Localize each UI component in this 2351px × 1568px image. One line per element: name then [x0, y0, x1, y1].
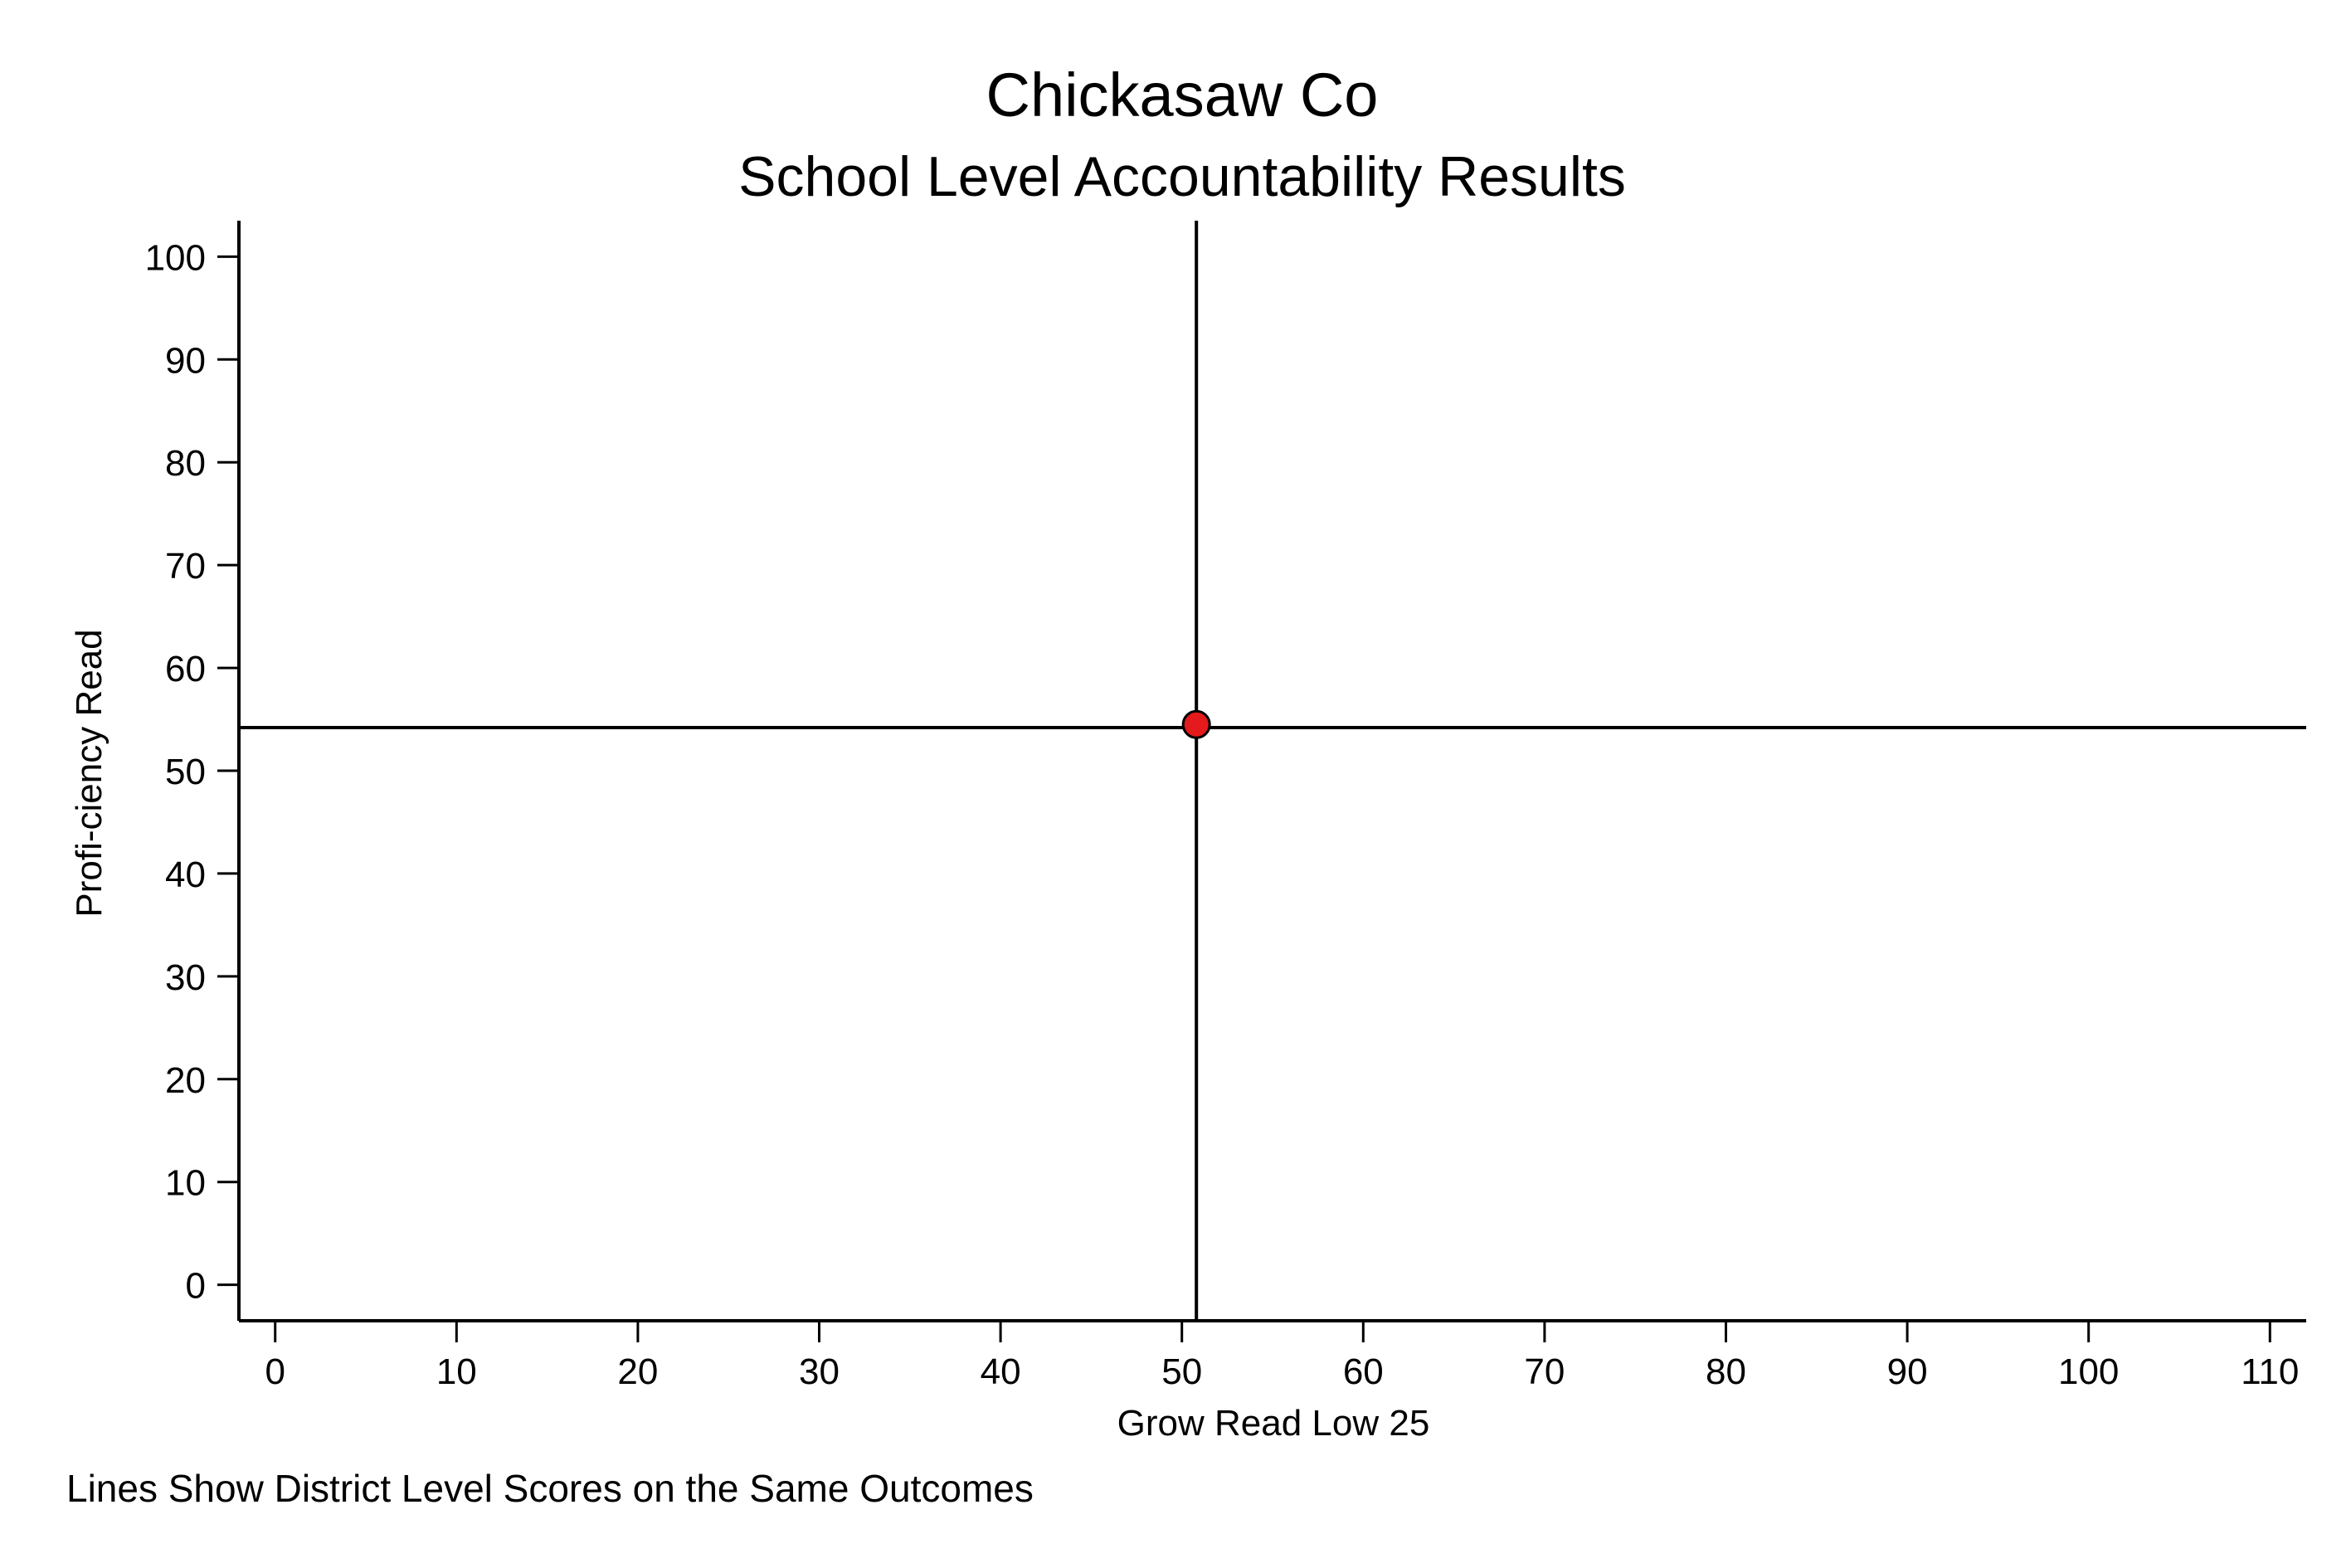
- y-tick-label-10: 10: [165, 1163, 206, 1204]
- x-tick-label-80: 80: [1706, 1351, 1746, 1392]
- chart-subtitle: School Level Accountability Results: [738, 145, 1626, 208]
- y-axis-ticks: 0 10 20 30 40 50 60 70 80 90 100: [145, 237, 239, 1307]
- x-axis-title: Grow Read Low 25: [1117, 1403, 1430, 1444]
- district-reference-lines: [239, 221, 2306, 1321]
- y-tick-label-40: 40: [165, 855, 206, 895]
- x-tick-label-100: 100: [2058, 1351, 2119, 1392]
- y-tick-label-70: 70: [165, 546, 206, 587]
- x-tick-label-10: 10: [436, 1351, 477, 1392]
- y-tick-label-80: 80: [165, 443, 206, 484]
- y-tick-label-20: 20: [165, 1060, 206, 1101]
- x-tick-label-20: 20: [617, 1351, 658, 1392]
- y-axis-title: Profi-ciency Read: [69, 629, 110, 917]
- y-tick-label-60: 60: [165, 649, 206, 689]
- x-axis-ticks: 0 10 20 30 40 50 60 70 80 90 100 110: [265, 1321, 2299, 1392]
- x-tick-label-0: 0: [265, 1351, 285, 1392]
- y-tick-label-100: 100: [145, 237, 206, 278]
- y-tick-label-50: 50: [165, 752, 206, 792]
- chart-note: Lines Show District Level Scores on the …: [66, 1467, 1034, 1510]
- y-tick-label-0: 0: [186, 1266, 206, 1307]
- y-tick-label-30: 30: [165, 957, 206, 998]
- data-points: [1181, 709, 1211, 739]
- x-tick-label-40: 40: [981, 1351, 1021, 1392]
- x-tick-label-30: 30: [799, 1351, 840, 1392]
- x-tick-label-50: 50: [1161, 1351, 1202, 1392]
- chart-title: Chickasaw Co: [986, 61, 1379, 129]
- data-point-0: [1181, 709, 1211, 739]
- x-tick-label-90: 90: [1887, 1351, 1928, 1392]
- x-tick-label-110: 110: [2241, 1351, 2299, 1392]
- y-tick-label-90: 90: [165, 340, 206, 381]
- x-tick-label-70: 70: [1524, 1351, 1565, 1392]
- plot-area: 0 10 20 30 40 50 60 70 80 90 100 0 10 20 30 40 50 60 70 80…: [145, 221, 2306, 1392]
- x-tick-label-60: 60: [1343, 1351, 1384, 1392]
